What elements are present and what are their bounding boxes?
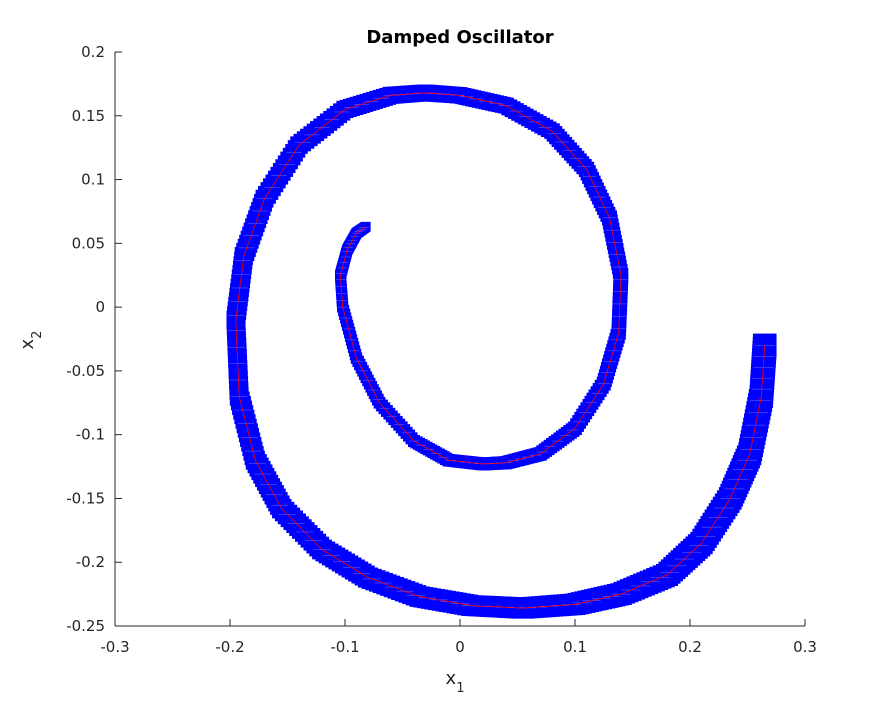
x-axis-label-sub: 1 (456, 681, 464, 696)
y-tick-label: 0.15 (72, 107, 105, 125)
x-tick-label: 0.3 (793, 638, 817, 656)
y-tick-label: 0.1 (81, 171, 105, 189)
y-axis-label: x2 (17, 331, 45, 350)
x-tick-label: 0.2 (678, 638, 702, 656)
y-ticks: -0.25 -0.2 -0.15 -0.1 -0.05 0 0.05 0.1 0.15 0.2 (66, 43, 122, 635)
x-tick-label: 0.1 (563, 638, 587, 656)
trajectory-line (235, 92, 766, 609)
y-tick-label: -0.15 (66, 489, 105, 507)
x-axis-label: x1 (446, 668, 465, 696)
x-ticks: -0.3 -0.2 -0.1 0 0.1 0.2 0.3 (100, 619, 817, 656)
y-tick-label: -0.05 (66, 362, 105, 380)
y-axis-label-sub: 2 (30, 331, 45, 339)
x-axis-label-base: x (446, 668, 457, 689)
x-tick-label: -0.1 (330, 638, 359, 656)
y-tick-label: 0.05 (72, 234, 105, 252)
y-tick-label: -0.2 (76, 553, 105, 571)
chart-title: Damped Oscillator (366, 27, 553, 48)
x-tick-label: 0 (455, 638, 465, 656)
reach-tube-box (360, 221, 371, 232)
y-tick-label: 0 (95, 298, 105, 316)
y-tick-label: -0.1 (76, 426, 105, 444)
x-tick-label: -0.2 (215, 638, 244, 656)
x-tick-label: -0.3 (100, 638, 129, 656)
y-tick-label: 0.2 (81, 43, 105, 61)
y-axis-label-base: x (17, 338, 38, 349)
y-tick-label: -0.25 (66, 617, 105, 635)
